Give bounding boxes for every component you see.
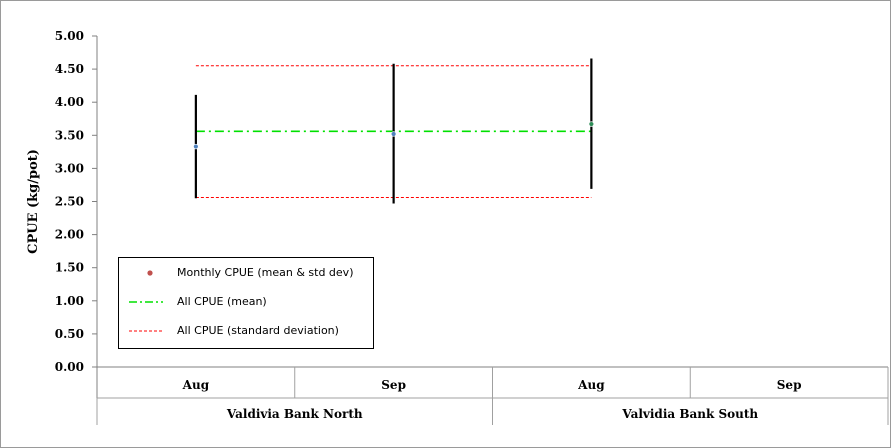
x-category-label: Sep	[777, 378, 802, 392]
mean-point	[588, 121, 595, 127]
legend-label-stddev: All CPUE (standard deviation)	[177, 324, 339, 337]
y-axis-title: CPUE (kg/pot)	[26, 149, 41, 254]
y-tick-label: 1.00	[55, 294, 84, 308]
legend-item-stddev: All CPUE (standard deviation)	[119, 321, 373, 341]
x-category-label: Aug	[577, 378, 605, 392]
y-tick-label: 2.00	[55, 228, 84, 242]
y-tick-label: 3.00	[55, 161, 84, 175]
legend-item-mean: All CPUE (mean)	[119, 292, 373, 312]
y-tick-label: 4.00	[55, 95, 84, 109]
y-tick-label: 5.00	[55, 29, 84, 43]
x-group-label: Valdivia Bank North	[226, 407, 363, 421]
mean-point	[193, 143, 199, 150]
legend-marker-stddev-line	[129, 330, 163, 332]
legend-label-mean: All CPUE (mean)	[177, 295, 267, 308]
mean-point	[390, 131, 397, 137]
y-tick-label: 2.50	[55, 195, 84, 209]
legend-marker-dot	[147, 270, 153, 276]
chart-legend: Monthly CPUE (mean & std dev) All CPUE (…	[118, 257, 374, 349]
y-tick-label: 4.50	[55, 62, 84, 76]
y-tick-label: 3.50	[55, 128, 84, 142]
y-tick-label: 1.50	[55, 261, 84, 275]
legend-marker-mean-line	[129, 301, 163, 303]
legend-label-monthly: Monthly CPUE (mean & std dev)	[177, 266, 354, 279]
x-group-label: Valvidia Bank South	[621, 407, 758, 421]
y-tick-label: 0.00	[55, 360, 84, 374]
x-category-label: Sep	[381, 378, 406, 392]
x-category-label: Aug	[182, 378, 210, 392]
y-tick-label: 0.50	[55, 327, 84, 341]
legend-item-monthly: Monthly CPUE (mean & std dev)	[119, 263, 373, 283]
